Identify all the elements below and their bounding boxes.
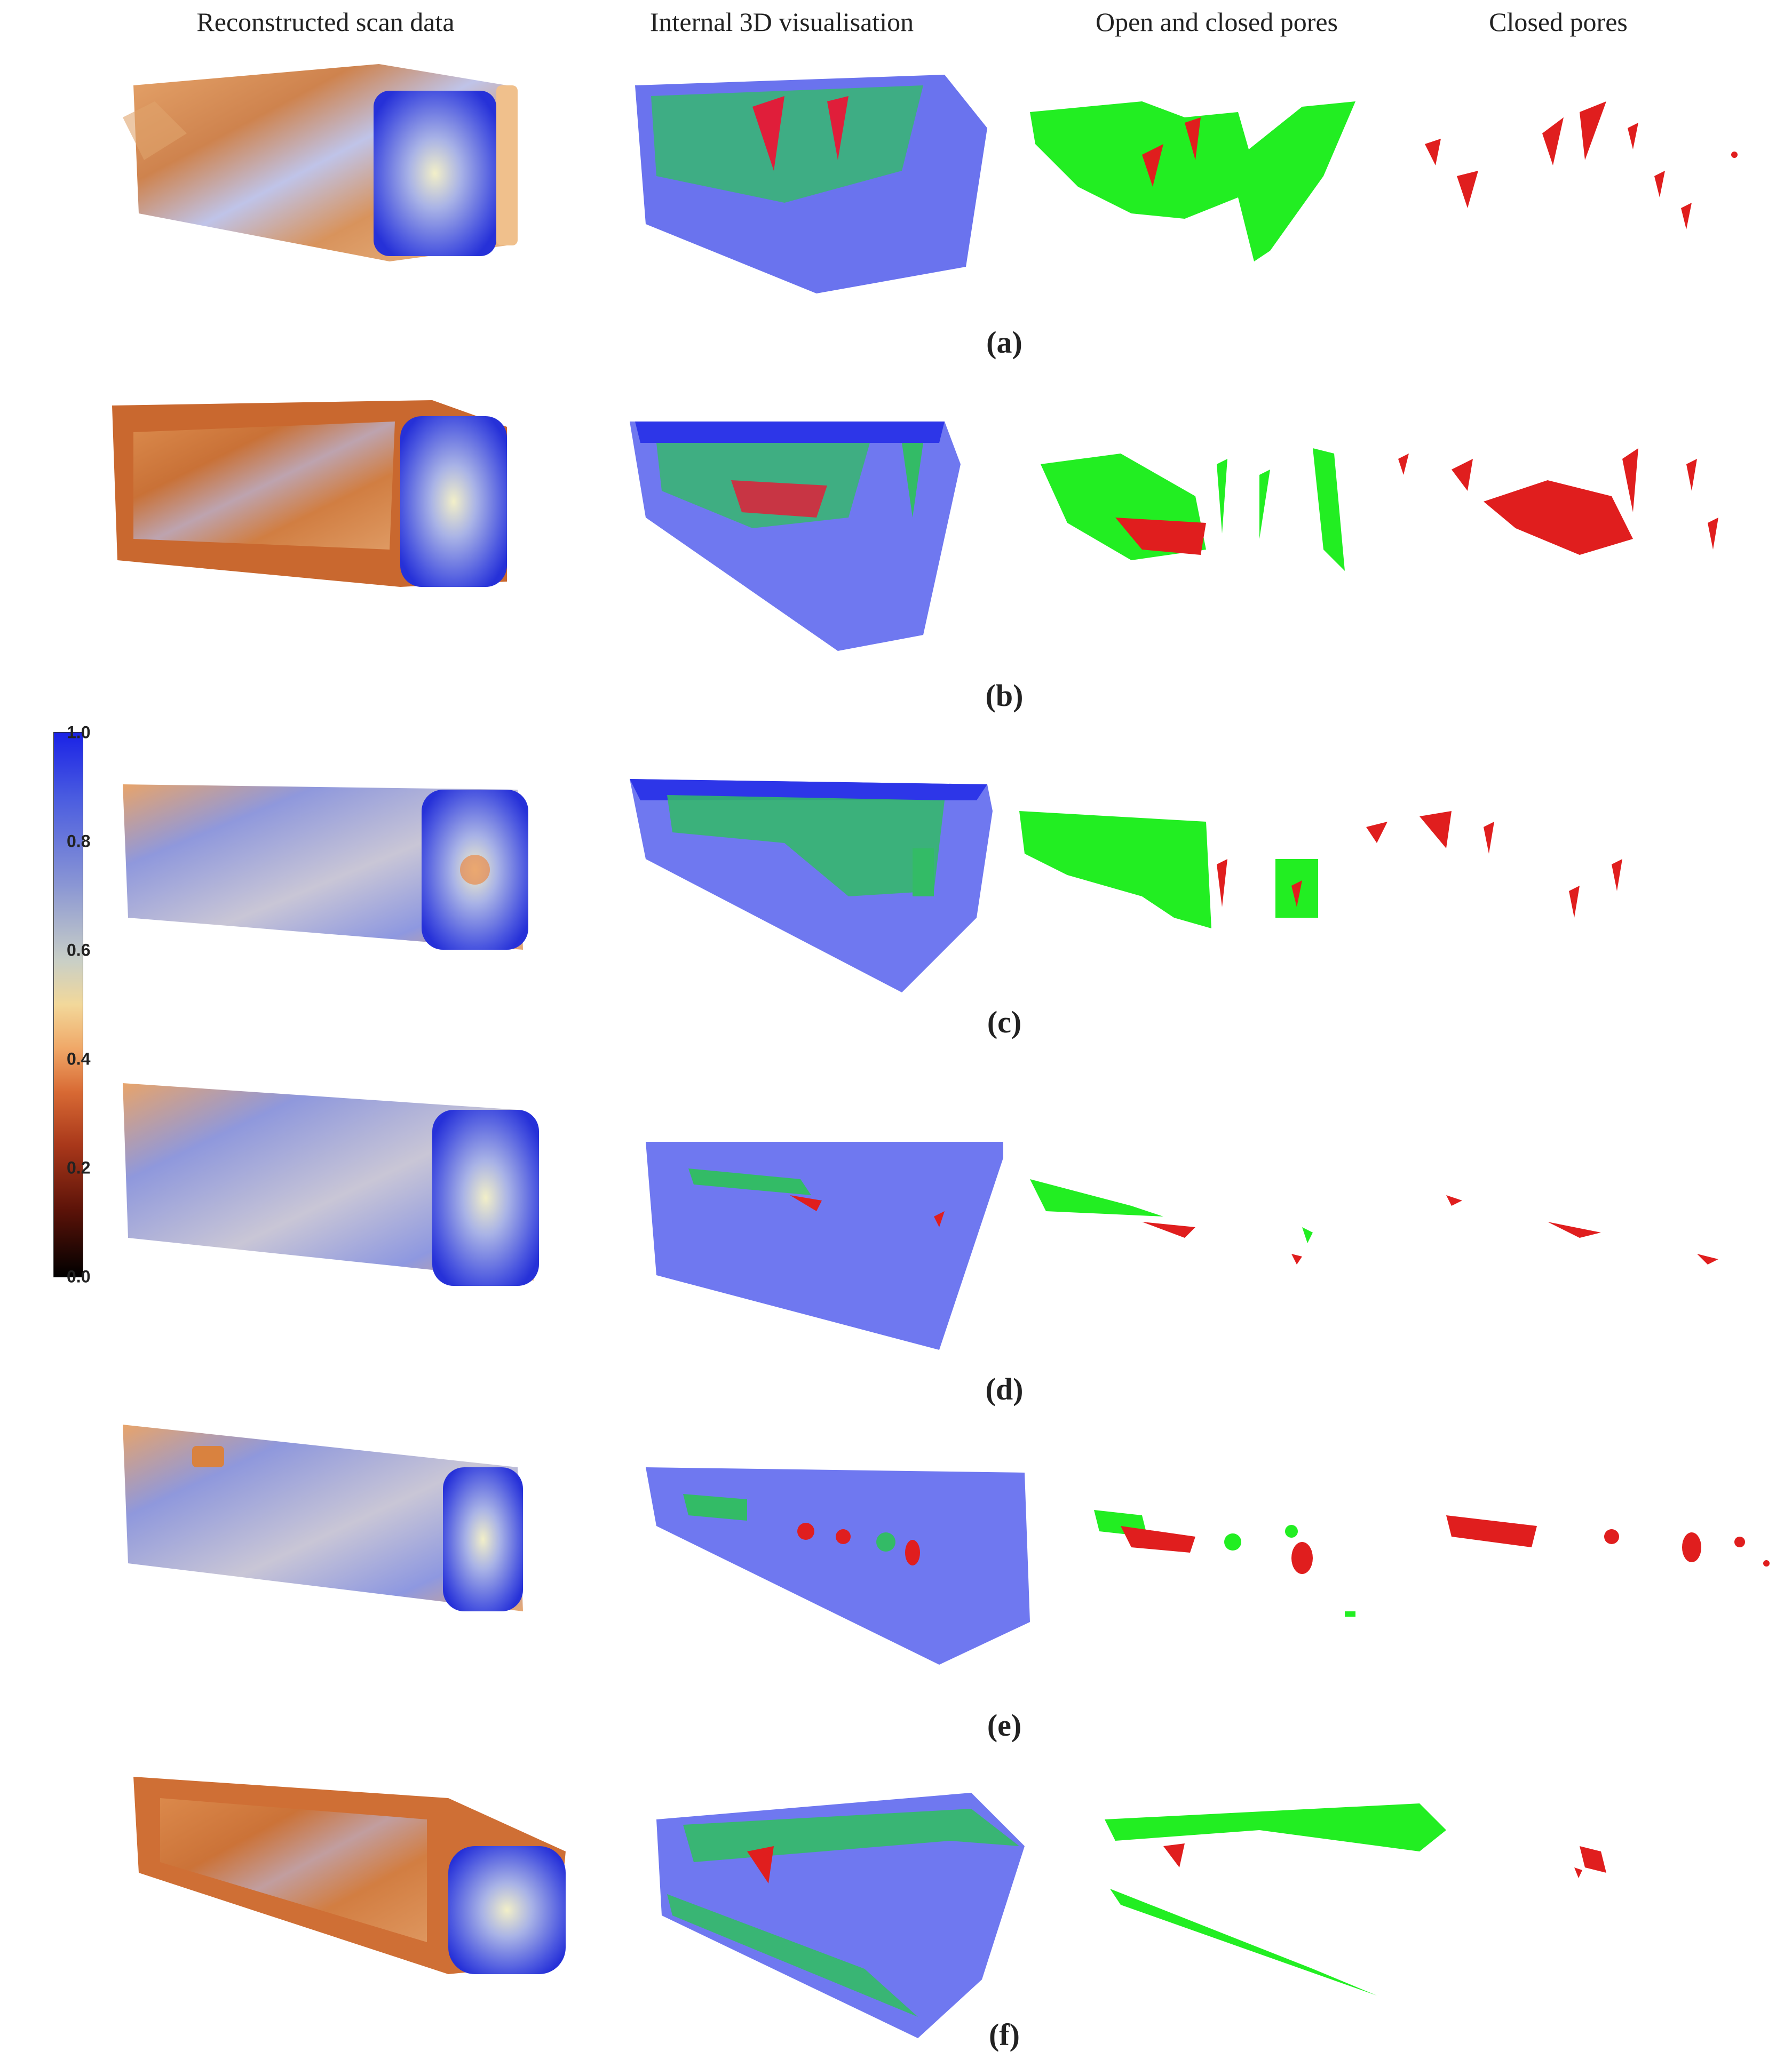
closed-pores-f	[1569, 1841, 1622, 1883]
closed-pores-c	[1355, 800, 1654, 923]
internal-render-c	[624, 768, 993, 992]
scan-render-d	[112, 1078, 539, 1291]
colorbar-tick: 0.6	[67, 940, 91, 960]
closed-pores-d	[1441, 1190, 1740, 1270]
row-label-b: (b)	[985, 678, 1024, 713]
column-header-closed: Closed pores	[1489, 7, 1628, 37]
colorbar-tick: 0.0	[67, 1267, 91, 1286]
scan-render-a	[123, 53, 528, 261]
internal-render-d	[640, 1136, 1009, 1350]
scan-render-c	[112, 768, 528, 955]
open-closed-pores-c	[1014, 800, 1334, 928]
row-label-c: (c)	[987, 1005, 1022, 1039]
column-header-internal: Internal 3D visualisation	[649, 7, 914, 37]
internal-render-e	[640, 1462, 1035, 1665]
row-label-d: (d)	[985, 1372, 1024, 1406]
internal-render-f	[651, 1787, 1030, 2038]
colorbar-tick: 0.4	[67, 1049, 91, 1069]
column-header-scan: Reconstructed scan data	[196, 7, 455, 37]
internal-render-a	[624, 64, 998, 293]
colorbar-tick: 1.0	[67, 722, 91, 742]
scan-render-f	[128, 1766, 582, 1979]
row-label-e: (e)	[987, 1708, 1022, 1743]
open-closed-pores-a	[1025, 91, 1371, 261]
internal-render-b	[624, 411, 961, 651]
colorbar-tick: 0.8	[67, 831, 91, 851]
row-label-f: (f)	[989, 2017, 1020, 2052]
colorbar-tick: 0.2	[67, 1158, 91, 1178]
closed-pores-e	[1441, 1505, 1772, 1585]
density-colorbar: 1.0 0.8 0.6 0.4 0.2 0.0	[53, 723, 90, 1286]
open-closed-pores-e	[1089, 1505, 1398, 1633]
scan-render-e	[112, 1414, 528, 1617]
closed-pores-b	[1387, 448, 1729, 560]
open-closed-pores-f	[1099, 1798, 1452, 2001]
column-header-open-closed: Open and closed pores	[1095, 7, 1338, 37]
row-label-a: (a)	[986, 325, 1022, 360]
open-closed-pores-b	[1035, 443, 1355, 587]
closed-pores-a	[1404, 101, 1750, 256]
open-closed-pores-d	[1025, 1174, 1355, 1265]
scan-render-b	[101, 389, 512, 592]
